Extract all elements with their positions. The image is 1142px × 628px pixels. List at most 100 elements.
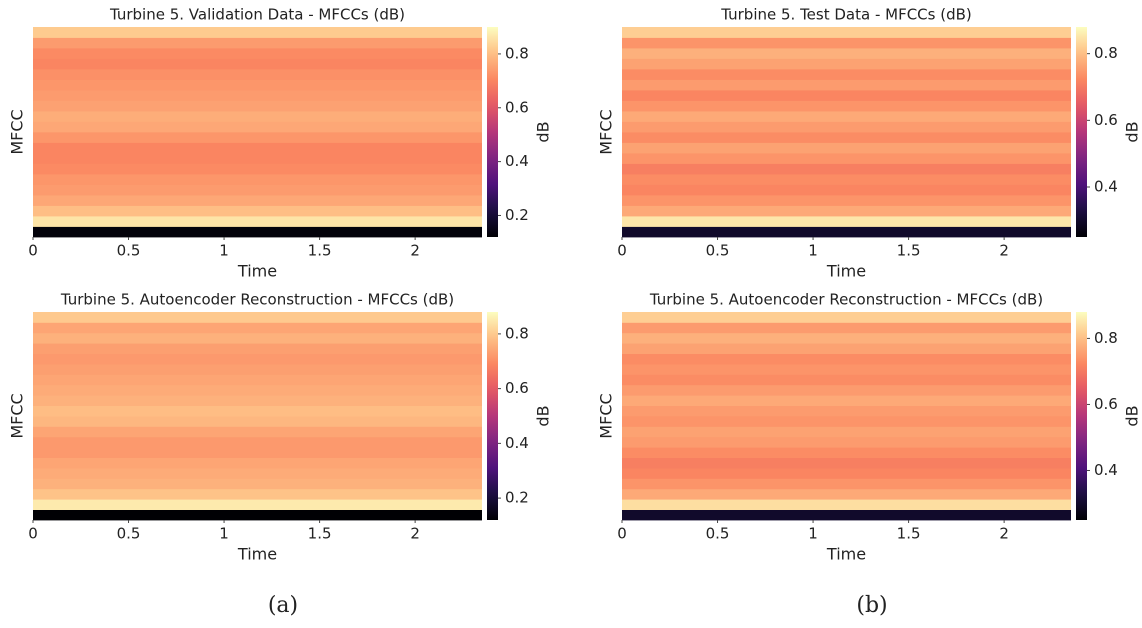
- heat-cell: [33, 405, 482, 417]
- colorbar-tick-label: 0.6: [1094, 395, 1118, 413]
- x-tick-label: 0: [617, 525, 627, 543]
- y-axis-label: MFCC: [597, 393, 616, 438]
- heat-cell: [622, 100, 1071, 112]
- heat-cell: [622, 111, 1071, 122]
- heat-cell: [33, 488, 482, 500]
- heat-cell: [33, 353, 482, 365]
- heat-cell: [33, 37, 482, 49]
- heat-cell: [33, 48, 482, 59]
- colorbar-tick-label: 0.2: [505, 206, 529, 224]
- heat-cell: [622, 384, 1071, 396]
- heat-cell: [33, 100, 482, 112]
- heat-cell: [33, 58, 482, 70]
- heat-cell: [622, 447, 1071, 458]
- heat-cell: [33, 447, 482, 458]
- heat-cell: [33, 374, 482, 386]
- heat-cell: [622, 322, 1071, 334]
- heat-cell: [33, 69, 482, 80]
- x-tick-label: 0.5: [706, 242, 730, 260]
- caption: (a): [268, 593, 298, 618]
- x-tick-label: 1: [808, 242, 818, 260]
- heat-cell: [622, 205, 1071, 217]
- colorbar: [487, 312, 498, 520]
- colorbar-tick-label: 0.2: [505, 489, 529, 507]
- heat-cell: [33, 174, 482, 185]
- colorbar-label: dB: [1123, 405, 1142, 426]
- x-axis-label: Time: [826, 262, 866, 281]
- x-tick-label: 1.5: [308, 525, 332, 543]
- heat-cell: [622, 79, 1071, 91]
- x-tick-label: 0: [28, 242, 38, 260]
- heat-cell: [622, 332, 1071, 344]
- colorbar-tick-label: 0.4: [505, 152, 529, 170]
- heat-cell: [622, 405, 1071, 417]
- colorbar-tick-label: 0.4: [1094, 178, 1118, 196]
- x-tick-label: 1.5: [308, 242, 332, 260]
- x-tick-label: 0: [617, 242, 627, 260]
- heat-cell: [33, 216, 482, 227]
- heat-cell: [33, 364, 482, 375]
- x-tick-label: 0.5: [117, 525, 141, 543]
- heat-cell: [622, 58, 1071, 70]
- x-tick-label: 2: [999, 525, 1009, 543]
- heat-cell: [33, 205, 482, 217]
- heat-cell: [33, 153, 482, 164]
- heat-cell: [33, 457, 482, 469]
- x-axis-label: Time: [237, 545, 277, 564]
- heat-cell: [622, 436, 1071, 448]
- y-axis-label: MFCC: [8, 393, 27, 438]
- heat-cell: [622, 142, 1071, 154]
- chart-title: Turbine 5. Autoencoder Reconstruction - …: [649, 291, 1043, 309]
- heat-cell: [622, 163, 1071, 175]
- heat-cell: [33, 163, 482, 175]
- colorbar-tick-label: 0.8: [1094, 44, 1118, 62]
- heat-cell: [622, 90, 1071, 101]
- heat-cell: [33, 468, 482, 479]
- heat-cell: [622, 499, 1071, 510]
- heat-cell: [622, 395, 1071, 406]
- heat-cell: [622, 468, 1071, 479]
- heat-cell: [622, 478, 1071, 490]
- x-axis-label: Time: [237, 262, 277, 281]
- heat-cell: [33, 132, 482, 143]
- heat-cell: [622, 343, 1071, 354]
- x-tick-label: 0.5: [117, 242, 141, 260]
- colorbar-label: dB: [534, 121, 553, 142]
- heat-cell: [33, 384, 482, 396]
- heat-cell: [622, 174, 1071, 185]
- chart-title: Turbine 5. Validation Data - MFCCs (dB): [109, 6, 405, 24]
- heat-cell: [33, 90, 482, 101]
- heat-cell: [33, 312, 482, 323]
- heat-cell: [622, 426, 1071, 438]
- heat-cell: [622, 216, 1071, 227]
- heat-cell: [33, 332, 482, 344]
- x-tick-label: 1.5: [897, 525, 921, 543]
- heat-cell: [33, 142, 482, 154]
- heat-cell: [33, 395, 482, 406]
- heat-cell: [33, 121, 482, 133]
- heat-cell: [33, 509, 482, 521]
- x-axis-label: Time: [826, 545, 866, 564]
- x-tick-label: 2: [410, 525, 420, 543]
- colorbar: [1076, 27, 1087, 237]
- heat-cell: [33, 184, 482, 196]
- x-tick-label: 2: [410, 242, 420, 260]
- colorbar-tick-label: 0.8: [505, 324, 529, 342]
- y-axis-label: MFCC: [597, 109, 616, 154]
- x-tick-label: 1: [808, 525, 818, 543]
- heat-cell: [622, 353, 1071, 365]
- x-tick-label: 0.5: [706, 525, 730, 543]
- heat-cell: [622, 509, 1071, 521]
- heat-cell: [33, 426, 482, 438]
- heat-cell: [33, 195, 482, 206]
- colorbar-tick-label: 0.4: [1094, 461, 1118, 479]
- colorbar-tick-label: 0.8: [1094, 329, 1118, 347]
- colorbar-tick-label: 0.6: [1094, 111, 1118, 129]
- colorbar: [487, 27, 498, 237]
- x-tick-label: 2: [999, 242, 1009, 260]
- heat-cell: [33, 27, 482, 38]
- x-tick-label: 0: [28, 525, 38, 543]
- heat-cell: [622, 153, 1071, 164]
- heat-cell: [622, 364, 1071, 375]
- heat-cell: [33, 226, 482, 238]
